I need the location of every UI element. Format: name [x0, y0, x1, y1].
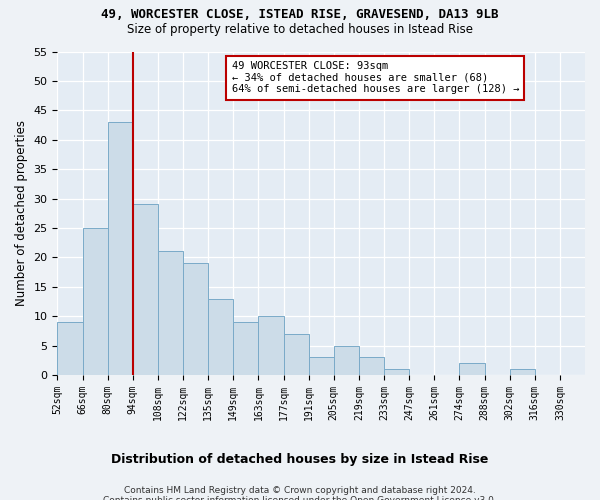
Text: 49, WORCESTER CLOSE, ISTEAD RISE, GRAVESEND, DA13 9LB: 49, WORCESTER CLOSE, ISTEAD RISE, GRAVES… — [101, 8, 499, 20]
Bar — [259, 316, 284, 375]
Text: Contains HM Land Registry data © Crown copyright and database right 2024.
Contai: Contains HM Land Registry data © Crown c… — [103, 486, 497, 500]
Bar — [183, 264, 208, 375]
Bar — [83, 228, 107, 375]
Bar — [233, 322, 259, 375]
Bar — [158, 252, 183, 375]
Bar — [334, 346, 359, 375]
Bar — [509, 369, 535, 375]
Bar — [460, 364, 485, 375]
Bar — [58, 322, 83, 375]
Text: Distribution of detached houses by size in Istead Rise: Distribution of detached houses by size … — [112, 452, 488, 466]
Bar — [284, 334, 308, 375]
Text: 49 WORCESTER CLOSE: 93sqm
← 34% of detached houses are smaller (68)
64% of semi-: 49 WORCESTER CLOSE: 93sqm ← 34% of detac… — [232, 61, 519, 94]
Bar — [208, 298, 233, 375]
Bar — [133, 204, 158, 375]
Bar — [359, 358, 384, 375]
Y-axis label: Number of detached properties: Number of detached properties — [15, 120, 28, 306]
Bar — [384, 369, 409, 375]
Bar — [107, 122, 133, 375]
Bar — [308, 358, 334, 375]
Text: Size of property relative to detached houses in Istead Rise: Size of property relative to detached ho… — [127, 22, 473, 36]
